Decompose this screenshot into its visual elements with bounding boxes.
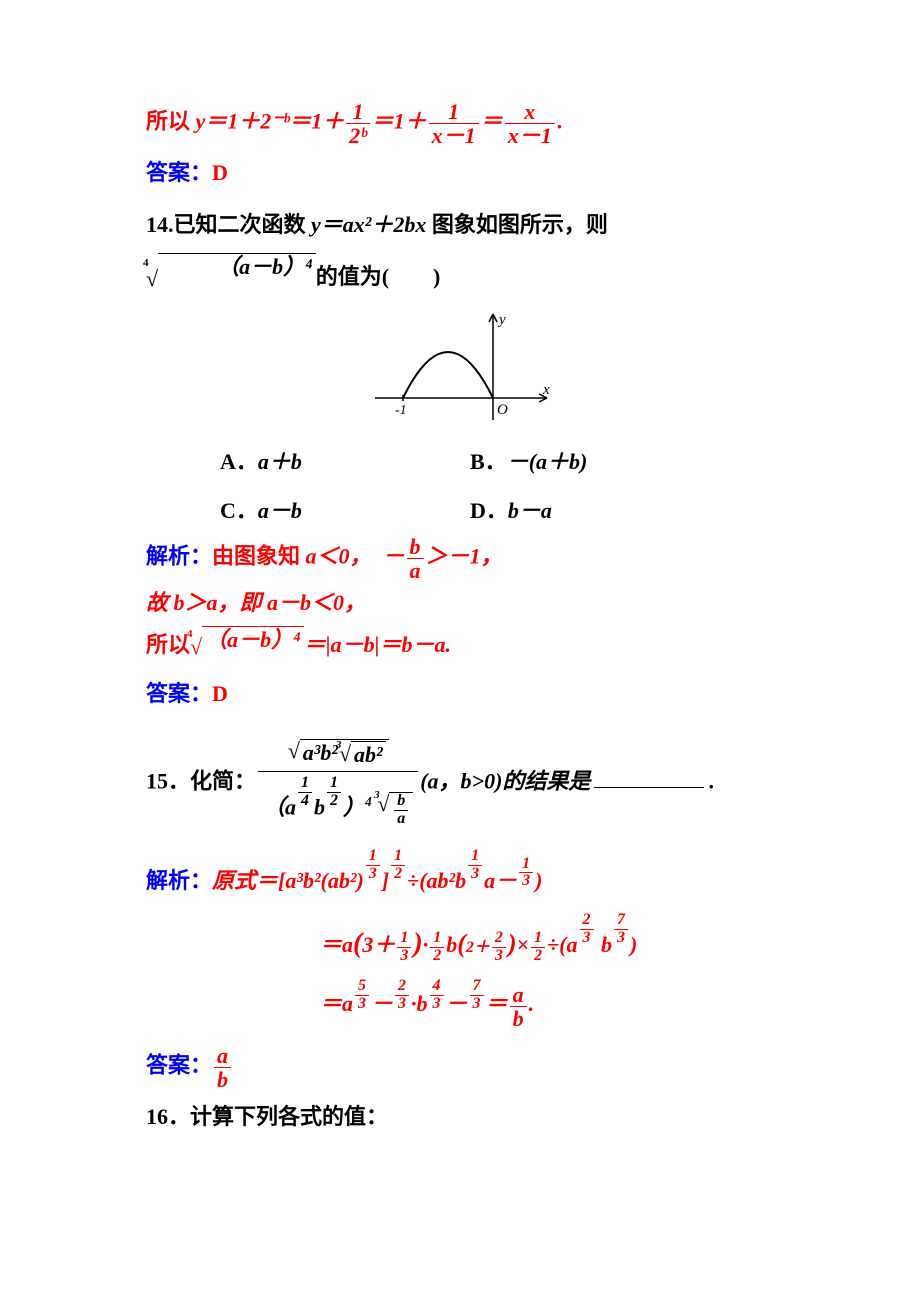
parabola-svg: -1 O x y [365,312,555,422]
math-page: 所以 y＝1＋2⁻ᵇ＝1＋12ᵇ＝1＋1x－1＝xx－1. 答案：D 14.已知… [0,0,920,1302]
answer14-line: 答案：D [90,668,830,720]
svg-text:x: x [542,382,550,398]
answer15-line: 答案：ab [90,1044,830,1091]
fourth-root-2: 4（a－b）⁴ [190,626,304,668]
answer14: D [212,681,228,706]
option-b: B．－(a＋b) [470,438,587,486]
answer13: D [212,160,228,185]
svg-text:-1: -1 [395,403,407,418]
q14-options-row2: C．a－b D．b－a [90,487,830,535]
option-c: C．a－b [220,487,470,535]
fourth-root: 4（a－b）⁴ [90,253,316,305]
answer13-line: 答案：D [90,147,830,199]
svg-text:O: O [497,402,508,418]
q14-options-row1: A．a＋b B．－(a＋b) [90,438,830,486]
q14-explain-line1: 解析：由图象知 a＜0， －ba＞－1， [90,535,830,582]
q15-stem: 15．化简： a³b²3ab² （a14b12）4 3ba (a，b>0)的结果… [90,736,830,831]
q14-num: 14. [146,212,174,237]
parabola-graph: -1 O x y [90,304,830,438]
svg-text:y: y [497,312,506,328]
option-a: A．a＋b [220,438,470,486]
explain-label: 解析： [146,544,212,569]
option-d: D．b－a [470,487,552,535]
text-prefix: 所以 [146,109,196,134]
q14-fn: y＝ax²＋2bx [311,212,426,237]
q15-explain-line3: ＝a53－23·b43－73＝ab. [260,978,830,1030]
q14-explain-line3: 所以4（a－b）⁴＝|a－b|＝b－a. [90,624,830,668]
prev-solution-line: 所以 y＝1＋2⁻ᵇ＝1＋12ᵇ＝1＋1x－1＝xx－1. [90,100,830,147]
q15-explain-line2: ＝a(3＋13)·12b(2＋23)×12÷(a23 b73) [260,912,830,964]
q14-explain-line2: 故 b＞a，即 a－b＜0， [90,582,830,624]
q16-stem: 16．计算下列各式的值： [90,1091,830,1143]
expr-part: y＝1＋2⁻ᵇ＝1＋ [196,109,345,134]
q15-explain-line1: 解析：原式＝[a³b²(ab²)13]12÷(ab²b13a－13) [90,848,830,893]
q14-stem: 14.已知二次函数 y＝ax²＋2bx 图象如图所示，则4（a－b）⁴的值为( … [90,199,830,304]
answer-label: 答案： [146,160,212,185]
blank-underline [594,772,704,788]
